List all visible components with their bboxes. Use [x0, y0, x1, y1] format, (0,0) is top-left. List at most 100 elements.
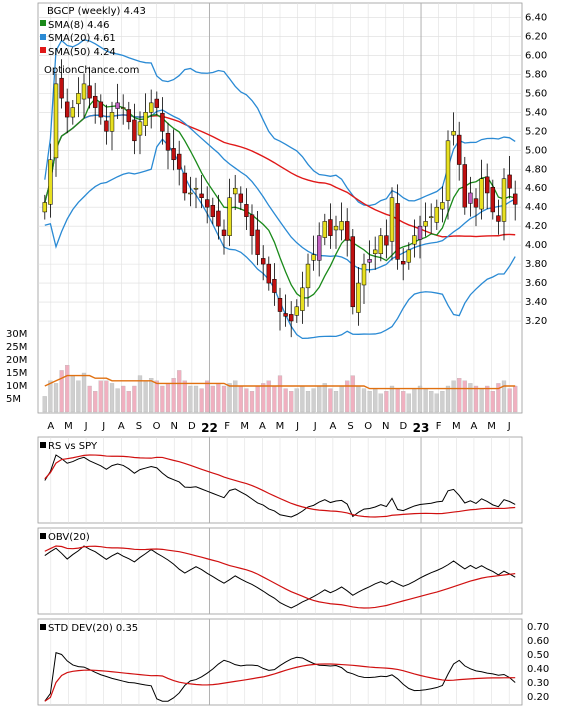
- stddev-swatch: [40, 624, 46, 630]
- volume-bar: [401, 391, 406, 413]
- candle-body: [244, 204, 249, 217]
- volume-bar: [227, 383, 232, 413]
- price-tick-label: 6.40: [525, 12, 547, 23]
- volume-bar: [384, 391, 389, 413]
- x-tick-label: A: [329, 421, 336, 432]
- candle-body: [389, 197, 395, 242]
- sma8-legend: SMA(8) 4.46: [48, 20, 109, 31]
- x-tick-label: D: [188, 421, 196, 432]
- candle-body: [434, 206, 440, 223]
- volume-bar: [328, 388, 333, 413]
- price-tick-label: 3.20: [525, 316, 547, 327]
- candle-body: [109, 112, 115, 132]
- volume-ma-line: [44, 374, 516, 390]
- volume-bar: [210, 385, 215, 413]
- candles: [42, 59, 518, 338]
- candle-body: [277, 298, 283, 312]
- x-tick-label: J: [507, 421, 511, 432]
- volume-bar: [93, 391, 98, 413]
- volume-bar: [261, 383, 266, 413]
- stddev-tick-label: 0.20: [527, 692, 549, 703]
- volume-bar: [182, 380, 187, 413]
- candle-body: [400, 261, 406, 265]
- volume-bar: [266, 380, 271, 413]
- volume-bar: [311, 388, 316, 413]
- price-tick-label: 3.60: [525, 278, 547, 289]
- candle-body: [210, 205, 216, 217]
- x-tick-label: N: [170, 421, 177, 432]
- candle-body: [137, 121, 143, 136]
- volume-bar: [389, 385, 395, 413]
- volume-tick-label: 30M: [6, 329, 27, 340]
- candle-body: [70, 107, 76, 118]
- candle-body: [81, 83, 87, 100]
- volume-bar: [507, 388, 512, 413]
- candle-body: [249, 214, 255, 236]
- candle-body: [288, 314, 294, 322]
- volume-bar: [104, 380, 109, 413]
- candle-body: [193, 187, 199, 190]
- source-label: OptionChance.com: [44, 65, 139, 76]
- stddev-ma-line: [44, 663, 516, 702]
- candle-body: [87, 85, 92, 99]
- candle-body: [316, 235, 322, 261]
- stddev-tick-label: 0.70: [527, 622, 549, 633]
- candle-body: [423, 221, 428, 227]
- candle-body: [104, 120, 109, 132]
- candle-body: [120, 107, 126, 109]
- price-tick-label: 4.00: [525, 240, 547, 251]
- indicator-lines: [44, 454, 516, 702]
- candle-body: [160, 113, 165, 132]
- candle-body: [255, 229, 260, 255]
- candle-body: [171, 148, 176, 161]
- x-tick-label: F: [224, 421, 230, 432]
- candle-body: [188, 192, 193, 195]
- candle-body: [266, 263, 272, 284]
- volume-bar: [160, 385, 165, 413]
- volume-bar: [177, 370, 182, 413]
- volume-bar: [233, 380, 238, 413]
- candle-body: [126, 109, 132, 123]
- volume-bar: [121, 385, 126, 413]
- candle-body: [260, 258, 266, 265]
- rs-label: RS vs SPY: [48, 441, 98, 452]
- volume-bar: [496, 383, 501, 413]
- candle-body: [451, 131, 456, 136]
- volume-bar: [485, 385, 490, 413]
- volume-bar: [154, 380, 159, 413]
- volume-bar: [221, 385, 227, 413]
- candle-body: [512, 193, 518, 205]
- volume-bar: [188, 385, 193, 413]
- bollinger-upper: [44, 39, 516, 207]
- volume-bar: [345, 380, 350, 413]
- volume-bar: [126, 391, 131, 413]
- volume-bar: [98, 380, 103, 413]
- volume-bar: [216, 383, 221, 413]
- x-tick-label: M: [276, 421, 285, 432]
- candle-body: [59, 77, 64, 99]
- stddev-tick-label: 0.40: [527, 664, 549, 675]
- volume-bar: [76, 380, 81, 413]
- volume-bar: [87, 385, 92, 413]
- volume-bar: [406, 393, 411, 413]
- candle-body: [204, 199, 210, 208]
- volume-bar: [445, 385, 451, 413]
- stddev-tick-label: 0.30: [527, 678, 549, 689]
- x-tick-label: A: [47, 421, 54, 432]
- volume-bar: [205, 380, 210, 413]
- candle-body: [468, 192, 473, 204]
- volume-bar: [490, 391, 495, 413]
- volume-bar: [350, 375, 355, 413]
- candle-body: [445, 140, 451, 201]
- volume-bar: [339, 385, 344, 413]
- volume-bar: [479, 388, 484, 413]
- candle-body: [412, 235, 417, 245]
- price-tick-label: 5.00: [525, 145, 547, 156]
- volume-bar: [322, 383, 327, 413]
- x-tick-label: F: [436, 421, 442, 432]
- rs-ma-line: [44, 454, 516, 518]
- volume-bar: [473, 385, 479, 413]
- candle-body: [76, 93, 81, 105]
- sma50-legend: SMA(50) 4.24: [48, 47, 116, 58]
- price-tick-label: 5.60: [525, 88, 547, 99]
